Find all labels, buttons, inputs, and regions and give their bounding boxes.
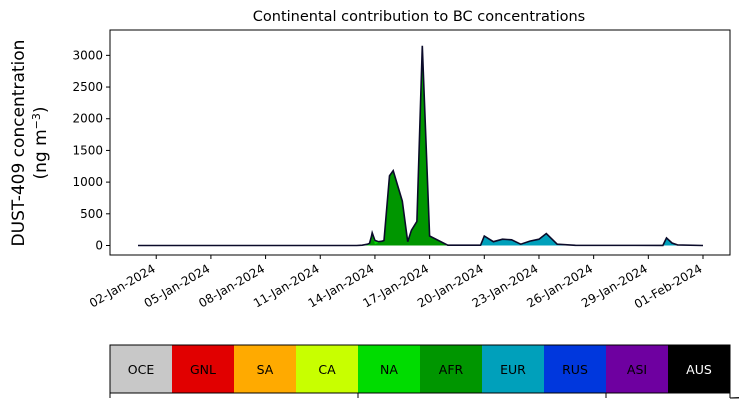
y-axis-label: DUST-409 concentration (ng m−3) [9,40,51,247]
legend-label-gnl: GNL [190,362,216,377]
y-axis: 0 500 1000 1500 2000 2500 3000 [72,48,110,252]
y-tick-label: 1500 [72,143,103,157]
legend-label-na: NA [380,362,398,377]
y-tick-label: 2000 [72,112,103,126]
legend-label-asi: ASI [627,362,647,377]
y-tick-label: 3000 [72,48,103,62]
y-tick-label: 500 [80,207,103,221]
legend-label-oce: OCE [128,362,155,377]
y-axis-label-sup: −3 [30,113,43,129]
total-line [138,45,704,247]
plot-frame [109,29,731,256]
y-axis-label-line2: (ng m−3) [30,106,51,179]
y-axis-label-prefix: (ng m [31,129,51,179]
legend-swatch-oce [110,345,172,393]
x-axis: 02-Jan-202405-Jan-202408-Jan-202411-Jan-… [87,255,705,311]
legend-colorbar: OCE GNL SA CA NA AFR EUR RUS ASI AUS [109,344,739,399]
legend-swatch-ca [296,345,358,393]
area-series-afr [138,45,703,246]
y-axis-label-suffix: ) [31,106,51,113]
legend-swatch-afr [420,345,482,393]
legend-label-rus: RUS [562,362,588,377]
legend-tick [729,397,739,399]
legend-frame [109,344,731,394]
chart-title: Continental contribution to BC concentra… [253,9,585,25]
legend-swatch-eur [482,345,544,393]
y-tick-label: 2500 [72,80,103,94]
legend-swatch-gnl [172,345,234,393]
y-tick-label: 1000 [72,175,103,189]
legend-label-afr: AFR [439,362,464,377]
legend-swatch-na [358,345,420,393]
legend-swatch-sa [234,345,296,393]
legend-label-aus: AUS [686,362,712,377]
y-axis-label-line1: DUST-409 concentration [9,40,29,247]
legend-swatch-rus [544,345,606,393]
legend-label-sa: SA [257,362,274,377]
legend-swatch-aus [668,345,730,393]
y-tick-label: 0 [95,238,103,252]
legend-label-ca: CA [318,362,336,377]
plot-area [138,45,704,247]
legend-label-eur: EUR [500,362,526,377]
legend-swatch-asi [606,345,668,393]
